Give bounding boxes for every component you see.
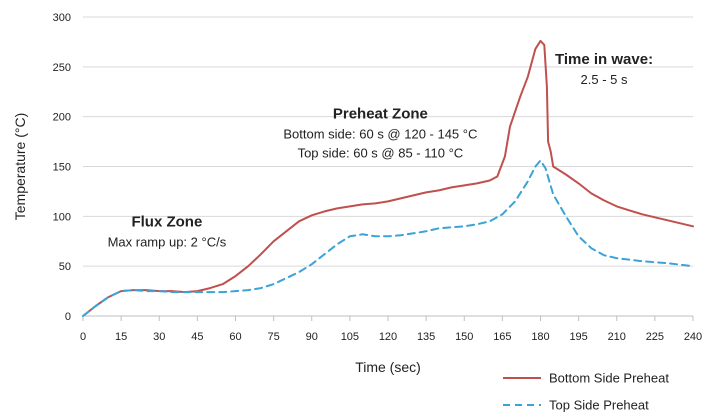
y-axis-title: Temperature (°C) — [12, 113, 28, 221]
annotation-wave-line: 2.5 - 5 s — [581, 72, 628, 87]
y-tick-label: 0 — [65, 311, 71, 323]
axes: 0 50 100 150 200 250 300 0 15 30 45 60 75 90 105 120 135… — [53, 12, 703, 343]
x-tick-label: 165 — [493, 331, 511, 343]
x-tick-label: 135 — [417, 331, 435, 343]
x-tick-label: 90 — [306, 331, 318, 343]
x-tick-label: 75 — [268, 331, 280, 343]
y-tick-label: 250 — [53, 62, 71, 74]
x-tick-label: 240 — [684, 331, 702, 343]
y-tick-label: 200 — [53, 112, 71, 124]
legend-label-bottom-side: Bottom Side Preheat — [549, 371, 669, 386]
y-tick-label: 150 — [53, 162, 71, 174]
plot-area — [82, 39, 694, 317]
gridlines — [83, 16, 693, 267]
x-tick-label: 30 — [153, 331, 165, 343]
series-line-top-side — [82, 159, 694, 317]
series-line-bottom-side — [82, 39, 694, 317]
x-tick-label: 45 — [191, 331, 203, 343]
x-tick-label: 60 — [229, 331, 241, 343]
legend: Bottom Side Preheat Top Side Preheat — [503, 371, 669, 413]
x-tick-label: 195 — [569, 331, 587, 343]
annotation-flux-title: Flux Zone — [131, 213, 202, 230]
x-tick-label: 210 — [608, 331, 626, 343]
annotation-flux-line: Max ramp up: 2 °C/s — [108, 234, 227, 249]
y-tick-label: 300 — [53, 12, 71, 24]
y-tick-label: 100 — [53, 211, 71, 223]
legend-label-top-side: Top Side Preheat — [549, 398, 649, 413]
annotation-wave-title: Time in wave: — [555, 51, 653, 68]
x-tick-label: 120 — [379, 331, 397, 343]
x-axis-title: Time (sec) — [355, 359, 421, 375]
x-tick-label: 150 — [455, 331, 473, 343]
y-tick-label: 50 — [59, 261, 71, 273]
x-tick-label: 0 — [80, 331, 86, 343]
annotations: Flux Zone Max ramp up: 2 °C/s Preheat Zone… — [108, 51, 654, 249]
x-tick-label: 105 — [341, 331, 359, 343]
annotation-preheat-title: Preheat Zone — [333, 106, 428, 123]
x-tick-label: 15 — [115, 331, 127, 343]
annotation-preheat-line: Top side: 60 s @ 85 - 110 °C — [298, 146, 464, 161]
x-tick-label: 180 — [531, 331, 549, 343]
x-tick-label: 225 — [646, 331, 664, 343]
annotation-preheat-line: Bottom side: 60 s @ 120 - 145 °C — [283, 127, 477, 142]
